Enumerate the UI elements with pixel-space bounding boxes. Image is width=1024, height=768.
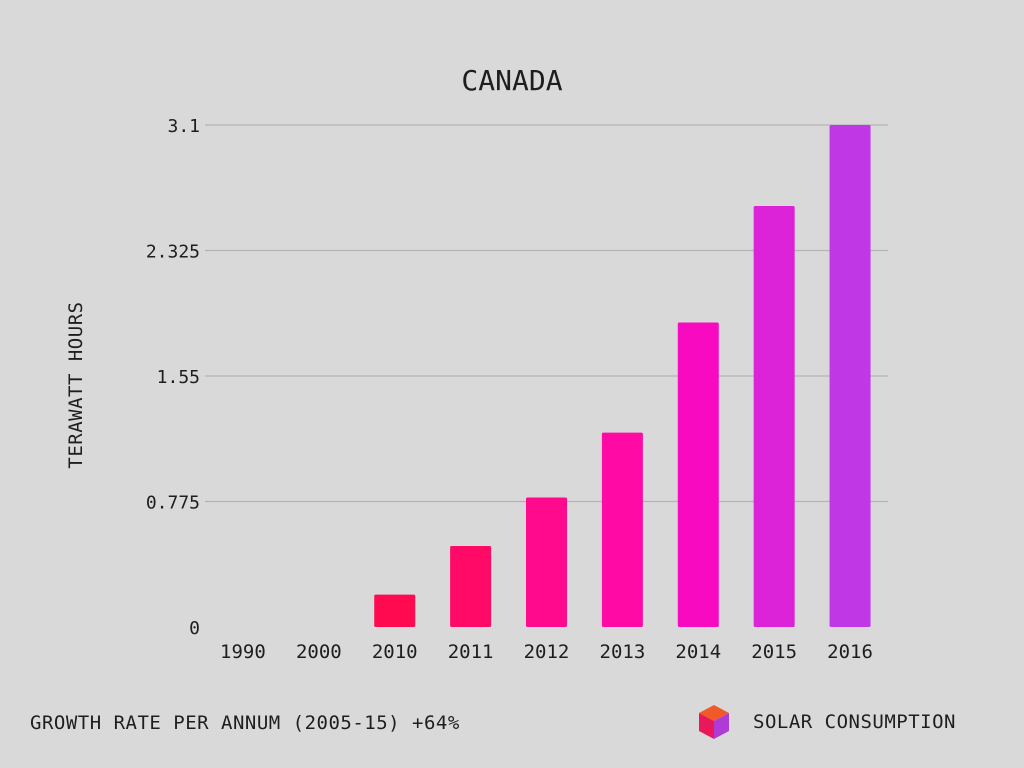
x-tick-label: 1990: [220, 641, 266, 663]
y-tick-label: 0.775: [146, 493, 200, 514]
y-tick-label: 0: [189, 618, 200, 639]
bar-2014: [677, 322, 719, 627]
bar-2012: [526, 497, 567, 627]
x-tick-label: 2013: [600, 641, 646, 663]
bar-2011: [450, 546, 492, 627]
chart-title: CANADA: [461, 64, 562, 97]
x-tick-label: 2012: [524, 641, 570, 663]
bar-2015: [753, 205, 795, 627]
cube-logo-icon: [699, 705, 729, 739]
bars: [374, 125, 871, 627]
y-tick-label: 1.55: [157, 367, 200, 388]
y-tick-label: 2.325: [146, 242, 200, 263]
y-tick-label: 3.1: [167, 116, 200, 137]
x-tick-label: 2014: [675, 641, 721, 663]
brand: SOLAR CONSUMPTION: [697, 703, 956, 741]
bar-chart: 0 0.775 1.55 2.325 3.1 1990 2000 2010 2011 2012 2…: [65, 64, 888, 663]
x-tick-label: 2015: [751, 641, 797, 663]
bar-2013: [601, 432, 643, 627]
x-tick-labels: 1990 2000 2010 2011 2012 2013 2014 2015 2016: [220, 641, 873, 663]
bar-2010: [374, 594, 416, 627]
y-axis-label: TERAWATT HOURS: [65, 301, 87, 468]
brand-label: SOLAR CONSUMPTION: [753, 711, 956, 733]
x-tick-label: 2016: [827, 641, 873, 663]
x-tick-label: 2000: [296, 641, 342, 663]
x-tick-label: 2010: [372, 641, 418, 663]
y-tick-labels: 0 0.775 1.55 2.325 3.1: [146, 116, 200, 639]
x-tick-label: 2011: [448, 641, 494, 663]
growth-rate-text: GROWTH RATE PER ANNUM (2005-15) +64%: [30, 712, 460, 734]
bar-2016: [829, 125, 871, 627]
